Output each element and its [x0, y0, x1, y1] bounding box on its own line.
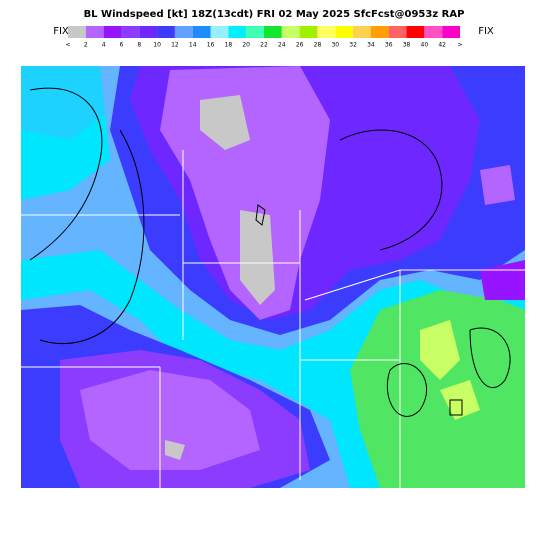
legend-swatch — [442, 26, 460, 38]
legend-label: > — [457, 42, 462, 49]
legend-label: 26 — [296, 42, 304, 49]
legend-label: 40 — [421, 42, 429, 49]
map-shape — [449, 399, 463, 416]
map-shape — [480, 165, 515, 205]
map-shape — [350, 290, 525, 488]
legend-swatch — [406, 26, 425, 38]
legend-swatch — [174, 26, 193, 38]
map-layer — [29, 87, 511, 417]
map-shape — [200, 95, 250, 150]
map-shape — [386, 363, 427, 417]
legend-label: 22 — [260, 42, 268, 49]
legend-label: 18 — [225, 42, 233, 49]
legend-label: 36 — [385, 42, 393, 49]
map — [21, 66, 525, 488]
legend-label: 38 — [403, 42, 411, 49]
map-shape — [240, 210, 275, 305]
legend-swatch — [85, 26, 104, 38]
legend-swatch — [370, 26, 389, 38]
map-layer — [21, 66, 525, 488]
legend-label: 10 — [153, 42, 161, 49]
legend-label: 24 — [278, 42, 286, 49]
map-shape — [29, 87, 103, 261]
color-legend: <2 4 6 8 10 12 14 16 18 20 22 24 26 28 30 32 34 36 38 40 42 > — [65, 26, 463, 49]
legend-swatch — [388, 26, 407, 38]
legend-label: 34 — [367, 42, 375, 49]
legend-swatch — [246, 26, 264, 38]
legend-swatch — [103, 26, 122, 38]
legend-swatch — [335, 26, 354, 38]
map-shape — [339, 129, 443, 251]
legend-label: 6 — [120, 42, 124, 49]
legend-swatch — [157, 26, 175, 38]
legend-swatch — [424, 26, 443, 38]
map-shape — [469, 327, 511, 389]
fix-label: FIX — [53, 26, 69, 37]
legend-label: 28 — [314, 42, 322, 49]
map-shape — [165, 440, 185, 460]
legend-label: 14 — [189, 42, 197, 49]
legend-label: 4 — [102, 42, 106, 49]
map-shape — [420, 320, 460, 380]
legend-label: 32 — [349, 42, 357, 49]
map-shape — [21, 150, 525, 488]
map-layer — [21, 150, 525, 488]
legend-swatch — [210, 26, 229, 38]
title: BL Windspeed [kt] 18Z(13cdt) FRI 02 May … — [84, 9, 465, 20]
legend-swatch — [228, 26, 247, 38]
map-shape — [21, 66, 120, 140]
legend-label: 2 — [84, 42, 88, 49]
legend-label: 20 — [242, 42, 250, 49]
legend-label: 16 — [207, 42, 215, 49]
legend-swatch — [121, 26, 140, 38]
legend-swatch — [264, 26, 282, 38]
legend-label: 42 — [438, 42, 446, 49]
legend-swatch — [353, 26, 371, 38]
map-shape — [255, 204, 266, 226]
legend-swatch — [139, 26, 158, 38]
map-shape — [80, 370, 260, 470]
legend-swatch — [281, 26, 300, 38]
legend-swatch — [192, 26, 211, 38]
legend-label: < — [65, 42, 70, 49]
fix-label: FIX — [478, 26, 494, 37]
legend-label: 12 — [171, 42, 179, 49]
legend-label: 30 — [331, 42, 339, 49]
legend-label: 8 — [137, 42, 141, 49]
legend-swatch — [299, 26, 318, 38]
legend-swatch — [317, 26, 336, 38]
map-shape — [39, 129, 145, 345]
legend-swatch — [68, 26, 86, 38]
